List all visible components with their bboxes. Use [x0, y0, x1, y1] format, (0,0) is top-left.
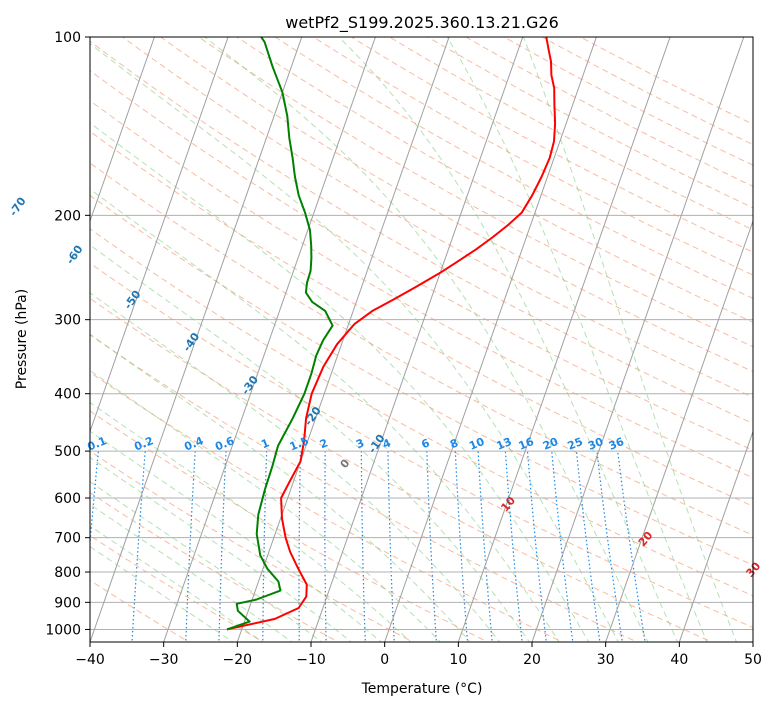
- isotherm-line: [90, 37, 303, 642]
- mixing-ratio-label: 16: [517, 435, 536, 453]
- y-tick-label: 400: [54, 387, 81, 403]
- x-axis-title: Temperature (°C): [361, 681, 483, 697]
- chart-title: wetPf2_S199.2025.360.13.21.G26: [285, 13, 559, 33]
- isotherm-line: [457, 37, 671, 642]
- y-tick-label: 100: [54, 30, 81, 46]
- x-tick-label: −10: [296, 652, 326, 668]
- x-tick-label: −40: [75, 652, 105, 668]
- isotherm-line: [163, 37, 376, 642]
- x-tick-label: 0: [380, 652, 389, 668]
- mixing-ratio-label: 2: [318, 436, 330, 451]
- mixing-ratio-label: 10: [467, 435, 486, 453]
- dry-adiabat: [90, 334, 639, 642]
- plot-frame: [89, 36, 754, 643]
- mixing-ratio-labels: 0.1 0.2 0.4 0.6 1 1.5 2 3 4 6 8 10 13 16 20 25 30 36: [86, 434, 627, 453]
- dry-adiabat: [90, 99, 753, 479]
- y-tick-label: 300: [54, 313, 81, 329]
- dry-adiabat: [90, 450, 415, 642]
- mixing-ratio-line: [262, 451, 268, 642]
- mixing-ratio-line: [185, 451, 196, 642]
- moist-adiabat: [90, 42, 619, 642]
- mixing-ratio-lines: [90, 451, 646, 642]
- x-tick-label: 10: [449, 652, 467, 668]
- mixing-ratio-line: [387, 451, 395, 642]
- y-tick-label: 500: [54, 444, 81, 460]
- dry-adiabat: [90, 228, 753, 597]
- y-tick-label: 900: [54, 595, 81, 611]
- moist-adiabat: [90, 122, 590, 642]
- mixing-ratio-label: 3: [354, 436, 366, 451]
- mixing-ratio-line: [218, 451, 227, 642]
- y-axis-ticks: 1000 900 800 700 600 500 400 300 200 100: [45, 30, 90, 638]
- x-tick-label: −20: [223, 652, 253, 668]
- temperature-profile: [226, 37, 557, 631]
- moist-adiabat: [90, 430, 382, 642]
- y-axis-title: Pressure (hPa): [14, 289, 30, 389]
- mixing-ratio-line: [324, 451, 327, 642]
- mixing-ratio-label: 1: [259, 436, 271, 451]
- x-tick-label: 30: [597, 652, 615, 668]
- y-tick-label: 700: [54, 531, 81, 547]
- y-tick-label: 800: [54, 565, 81, 581]
- dry-adiabat: [236, 37, 753, 323]
- x-tick-label: 50: [744, 652, 762, 668]
- dry-adiabat: [90, 130, 753, 507]
- isotherm-line: [678, 430, 753, 642]
- y-tick-label: 600: [54, 491, 81, 507]
- mixing-ratio-label: 25: [566, 435, 585, 453]
- x-tick-label: 20: [523, 652, 541, 668]
- isotherm-line: [310, 37, 524, 642]
- isotherms: [90, 37, 753, 642]
- dry-adiabat: [90, 40, 753, 424]
- background-lines: [90, 37, 753, 642]
- mixing-ratio-line: [360, 451, 366, 642]
- profile-series: [226, 37, 557, 631]
- x-tick-label: 40: [670, 652, 688, 668]
- mixing-ratio-label: 30: [586, 435, 605, 453]
- x-tick-label: −30: [149, 652, 179, 668]
- mixing-ratio-label: 8: [448, 436, 460, 451]
- dry-adiabat: [197, 37, 753, 348]
- mixing-ratio-label: 36: [607, 435, 626, 453]
- isotherm-line: [531, 37, 745, 642]
- mixing-ratio-line: [426, 451, 438, 642]
- moist-adiabat: [204, 37, 649, 642]
- isotherm-line: [90, 37, 229, 434]
- isotherm-line: [605, 219, 753, 642]
- isotherm-line: [384, 37, 597, 642]
- mixing-ratio-label: 20: [541, 435, 560, 453]
- dry-adiabat: [90, 162, 753, 536]
- y-tick-label: 200: [54, 208, 81, 224]
- isotherm-line: [90, 37, 155, 223]
- mixing-ratio-label: 13: [495, 435, 514, 453]
- dewpoint-profile: [226, 37, 334, 631]
- y-tick-label: 1000: [45, 622, 81, 638]
- x-axis-ticks: −40 −30 −20 −10 0 10 20 30 40 50: [75, 642, 762, 668]
- mixing-ratio-line: [298, 451, 301, 642]
